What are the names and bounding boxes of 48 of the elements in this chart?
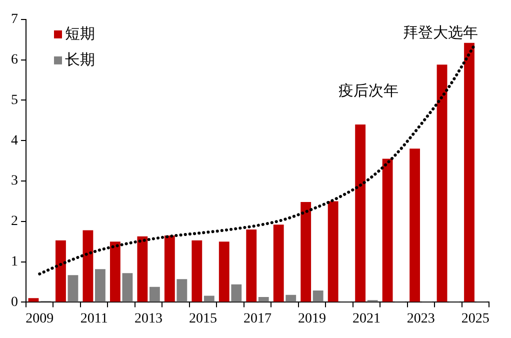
annotation: 拜登大选年: [402, 23, 478, 42]
bar: [355, 124, 366, 302]
x-tick-label: 2023: [406, 311, 435, 326]
annotation: 疫后次年: [338, 81, 399, 100]
x-tick-label: 2021: [352, 311, 380, 326]
x-tick-label: 2019: [298, 311, 326, 326]
x-tick-label: 2009: [26, 311, 54, 326]
bar: [149, 286, 160, 302]
bar: [382, 158, 393, 302]
bar: [176, 279, 188, 302]
x-tick-label: 2017: [244, 311, 272, 326]
y-tick-label: 6: [11, 52, 18, 68]
bar: [28, 298, 39, 302]
y-tick-label: 3: [11, 174, 18, 189]
y-tick-label: 2: [11, 214, 18, 230]
x-tick-label: 2015: [189, 311, 218, 326]
bar: [137, 236, 148, 302]
bar: [68, 275, 78, 302]
bar: [164, 236, 175, 302]
bar: [56, 240, 66, 302]
y-tick-label: 4: [11, 133, 18, 148]
bar: [95, 269, 106, 302]
bar: [273, 224, 284, 302]
bar: [328, 201, 338, 302]
x-tick-label: 2025: [461, 311, 490, 326]
bar: [231, 284, 242, 302]
bar: [464, 42, 474, 302]
bar: [82, 230, 94, 302]
bar: [218, 242, 230, 302]
x-tick-label: 2011: [80, 311, 108, 326]
bar: [300, 202, 312, 302]
bar: [110, 242, 120, 302]
y-tick-label: 5: [11, 92, 18, 108]
bar: [286, 294, 296, 302]
x-tick-label: 2013: [134, 311, 163, 326]
bar: [312, 290, 324, 302]
y-tick-label: 7: [11, 12, 18, 28]
bar: [192, 240, 202, 302]
legend-label: 长期: [65, 50, 95, 68]
bar: [410, 148, 420, 302]
bar: [258, 296, 269, 302]
y-tick-label: 0: [11, 294, 18, 310]
y-tick-label: 1: [11, 254, 18, 270]
legend-label: 短期: [65, 24, 95, 42]
bar: [122, 273, 133, 302]
bar: [436, 64, 448, 302]
bar: [204, 296, 214, 302]
bar: [246, 229, 257, 302]
